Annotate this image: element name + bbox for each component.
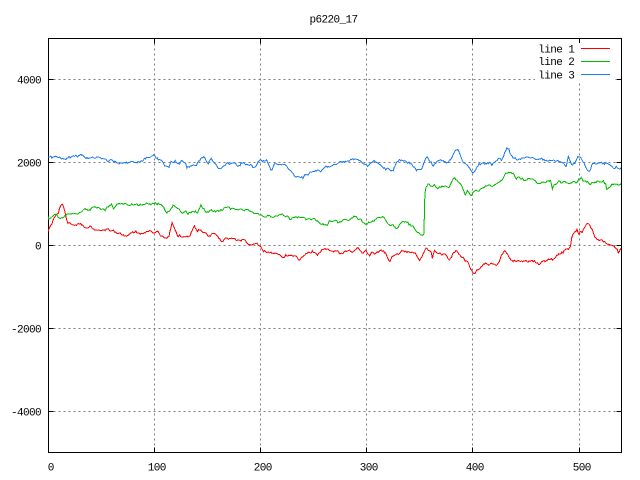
svg-text:400: 400: [466, 463, 484, 475]
svg-text:0: 0: [35, 242, 41, 254]
svg-text:4000: 4000: [17, 76, 41, 88]
svg-text:line 2: line 2: [538, 57, 574, 69]
svg-text:2000: 2000: [17, 159, 41, 171]
svg-text:300: 300: [360, 463, 378, 475]
svg-text:p6220_17: p6220_17: [309, 15, 357, 27]
svg-text:-4000: -4000: [11, 408, 41, 420]
svg-text:0: 0: [48, 463, 54, 475]
svg-text:100: 100: [148, 463, 166, 475]
svg-text:200: 200: [254, 463, 272, 475]
svg-text:-2000: -2000: [11, 325, 41, 337]
svg-text:line 3: line 3: [538, 71, 574, 83]
svg-text:500: 500: [573, 463, 591, 475]
svg-text:line 1: line 1: [538, 45, 575, 57]
